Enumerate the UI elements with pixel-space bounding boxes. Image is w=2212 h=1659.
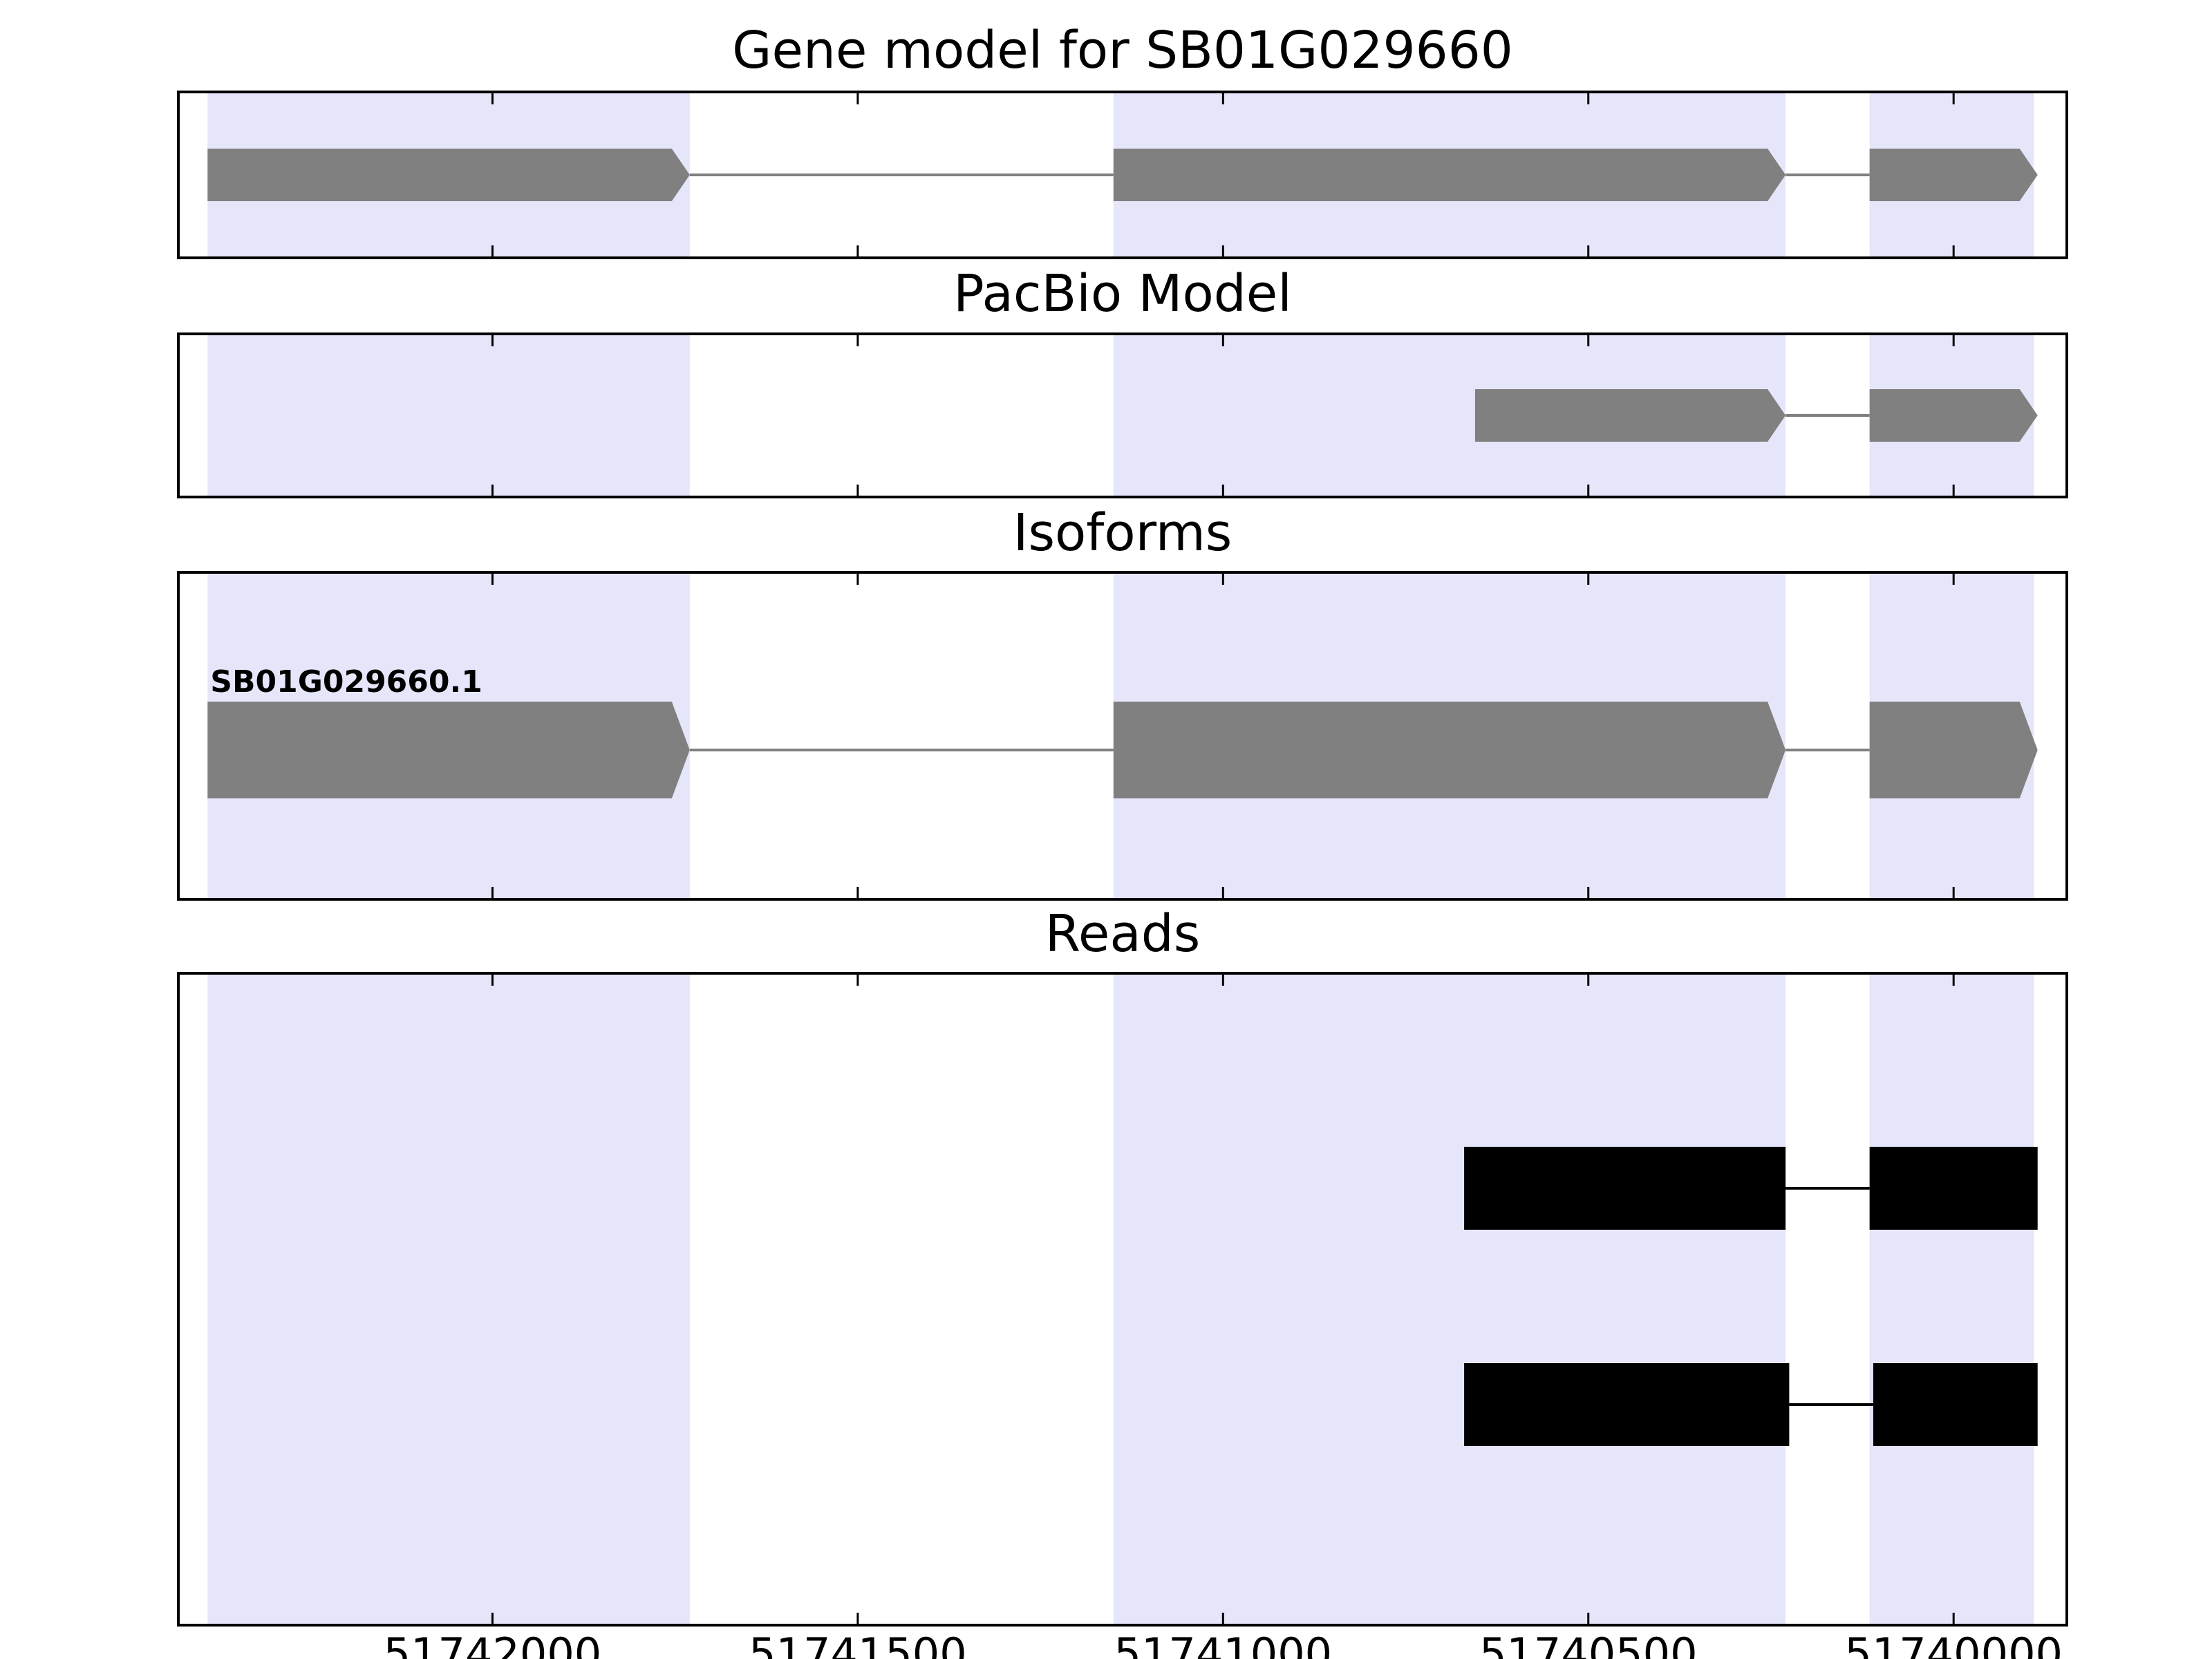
panel-border bbox=[177, 91, 2068, 259]
panel-border bbox=[177, 571, 2068, 901]
exon-region-shading bbox=[1113, 973, 1786, 1625]
x-tick-label: 51741000 bbox=[1114, 1629, 1333, 1659]
x-tick-label: 51740000 bbox=[1844, 1629, 2063, 1659]
exon-arrow bbox=[1113, 702, 1786, 798]
panel-title-pacbio-model: PacBio Model bbox=[953, 264, 1292, 324]
exon-arrow bbox=[1474, 389, 1786, 442]
panel-title-reads: Reads bbox=[1045, 904, 1201, 964]
panel-border bbox=[177, 972, 2068, 1627]
transcript-label: SB01G029660.1 bbox=[210, 664, 482, 700]
exon-region-shading bbox=[207, 973, 690, 1625]
exon-arrow bbox=[207, 149, 690, 201]
x-tick-label: 51740500 bbox=[1479, 1629, 1698, 1659]
exon-arrow bbox=[1113, 149, 1786, 201]
x-tick-label: 51742000 bbox=[384, 1629, 602, 1659]
x-tick-label: 51741500 bbox=[749, 1629, 967, 1659]
panel-border bbox=[177, 332, 2068, 498]
exon-arrow bbox=[207, 702, 690, 798]
read-block bbox=[1869, 1147, 2038, 1230]
read-block bbox=[1873, 1363, 2038, 1446]
exon-arrow bbox=[1869, 149, 2038, 201]
exon-region-shading bbox=[1869, 973, 2034, 1625]
exon-arrow bbox=[1869, 389, 2038, 442]
exon-region-shading bbox=[207, 334, 690, 497]
exon-arrow bbox=[1869, 702, 2038, 798]
read-block bbox=[1464, 1363, 1790, 1446]
read-block bbox=[1464, 1147, 1786, 1230]
panel-title-gene-model: Gene model for SB01G029660 bbox=[732, 21, 1513, 80]
panel-title-isoforms: Isoforms bbox=[1013, 503, 1232, 563]
